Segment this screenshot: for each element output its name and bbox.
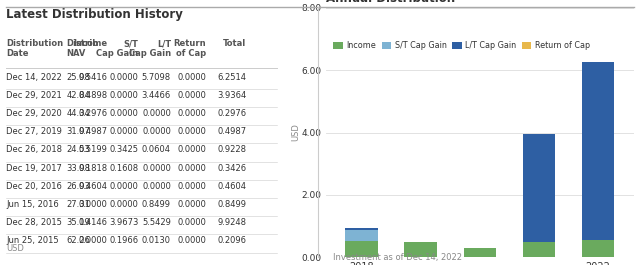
Text: 3.9673: 3.9673 [109,218,139,227]
Text: 0.4146: 0.4146 [79,218,108,227]
Text: Dec 29, 2020: Dec 29, 2020 [6,109,62,118]
Text: Dec 19, 2017: Dec 19, 2017 [6,164,62,173]
Text: 0.4604: 0.4604 [217,182,246,191]
Text: 0.3426: 0.3426 [217,164,246,173]
Text: 0.2096: 0.2096 [217,236,246,245]
Bar [346,228,378,230]
Legend: Income, S/T Cap Gain, L/T Cap Gain, Return of Cap: Income, S/T Cap Gain, L/T Cap Gain, Retu… [330,38,593,54]
Text: 0.0000: 0.0000 [177,127,206,136]
Text: Jun 15, 2016: Jun 15, 2016 [6,200,59,209]
Text: Investment as of Dec 14, 2022: Investment as of Dec 14, 2022 [333,253,462,262]
Text: 33.98: 33.98 [67,164,90,173]
Text: 42.84: 42.84 [67,91,90,100]
Text: Dec 20, 2016: Dec 20, 2016 [6,182,62,191]
Text: Dec 28, 2015: Dec 28, 2015 [6,218,62,227]
Bar [582,240,614,257]
Text: 5.7098: 5.7098 [142,73,171,82]
Text: 0.5199: 0.5199 [79,145,108,154]
Text: Dec 29, 2021: Dec 29, 2021 [6,91,62,100]
Text: Distrib
NAV: Distrib NAV [67,39,99,59]
Text: 0.0000: 0.0000 [109,127,139,136]
Text: 6.2514: 6.2514 [217,73,246,82]
Text: 0.4987: 0.4987 [217,127,246,136]
Text: 3.4466: 3.4466 [141,91,171,100]
Text: 9.9248: 9.9248 [217,218,246,227]
Text: 0.0000: 0.0000 [109,182,139,191]
Text: 0.8499: 0.8499 [142,200,171,209]
Text: 0.1966: 0.1966 [109,236,139,245]
Text: Dec 14, 2022: Dec 14, 2022 [6,73,62,82]
Text: 0.8499: 0.8499 [217,200,246,209]
Text: 0.1818: 0.1818 [79,164,108,173]
Text: 0.0000: 0.0000 [142,164,171,173]
Text: Distribution
Date: Distribution Date [6,39,63,59]
Bar [463,248,496,257]
Text: S/T
Cap Gain: S/T Cap Gain [97,39,139,59]
Text: 0.0000: 0.0000 [142,127,171,136]
Text: 0.2976: 0.2976 [79,109,108,118]
Text: 0.0604: 0.0604 [142,145,171,154]
Text: 0.4898: 0.4898 [79,91,108,100]
Text: 0.0000: 0.0000 [177,236,206,245]
Text: 0.0000: 0.0000 [109,73,139,82]
Bar [523,134,556,242]
Text: Latest Distribution History: Latest Distribution History [6,8,183,21]
Text: 62.26: 62.26 [67,236,90,245]
Text: 0.0000: 0.0000 [177,73,206,82]
Text: Income: Income [74,39,108,48]
Y-axis label: USD: USD [291,123,300,142]
Text: 0.5416: 0.5416 [79,73,108,82]
Text: 5.5429: 5.5429 [142,218,171,227]
Text: Return
of Cap: Return of Cap [173,39,206,59]
Text: 0.4604: 0.4604 [79,182,108,191]
Text: L/T
Cap Gain: L/T Cap Gain [129,39,171,59]
Text: 0.2976: 0.2976 [217,109,246,118]
Text: 27.31: 27.31 [67,200,90,209]
Text: 0.3425: 0.3425 [109,145,139,154]
Bar [582,62,614,240]
Text: 0.0000: 0.0000 [109,200,139,209]
Text: 0.0000: 0.0000 [79,236,108,245]
Bar [523,242,556,257]
Text: Jun 25, 2015: Jun 25, 2015 [6,236,59,245]
Text: 0.0000: 0.0000 [177,91,206,100]
Text: 0.0000: 0.0000 [109,109,139,118]
Text: 25.98: 25.98 [67,73,90,82]
Text: 24.53: 24.53 [67,145,90,154]
Text: 44.34: 44.34 [67,109,90,118]
Text: 0.0000: 0.0000 [109,91,139,100]
Bar [346,230,378,241]
Text: 0.9228: 0.9228 [217,145,246,154]
Text: 0.0000: 0.0000 [79,200,108,209]
Text: 0.0000: 0.0000 [177,145,206,154]
Text: Dec 26, 2018: Dec 26, 2018 [6,145,63,154]
Text: 3.9364: 3.9364 [217,91,246,100]
Text: 0.0000: 0.0000 [142,182,171,191]
Text: 0.0000: 0.0000 [177,164,206,173]
Text: 0.1608: 0.1608 [109,164,139,173]
Text: 31.97: 31.97 [67,127,90,136]
Text: 0.0000: 0.0000 [177,200,206,209]
Text: 26.93: 26.93 [67,182,90,191]
Text: 35.19: 35.19 [67,218,90,227]
Bar [346,241,378,257]
Text: 0.0000: 0.0000 [142,109,171,118]
Text: 0.0000: 0.0000 [177,109,206,118]
Text: 0.4987: 0.4987 [79,127,108,136]
Text: USD: USD [6,244,24,253]
Text: 0.0000: 0.0000 [177,182,206,191]
Text: Total: Total [223,39,246,48]
Text: Dec 27, 2019: Dec 27, 2019 [6,127,62,136]
Text: 0.0130: 0.0130 [142,236,171,245]
Text: 0.0000: 0.0000 [177,218,206,227]
Text: Annual Distribution: Annual Distribution [326,0,455,5]
Bar [404,241,437,257]
